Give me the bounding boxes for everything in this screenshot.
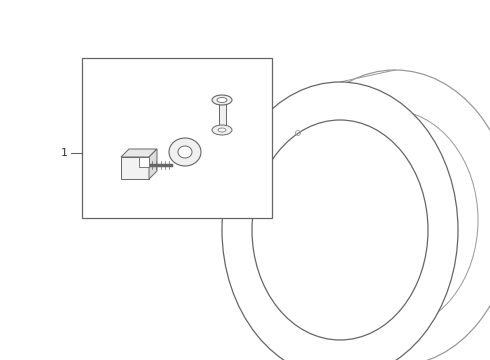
Ellipse shape xyxy=(217,98,227,103)
Ellipse shape xyxy=(169,138,201,166)
Bar xyxy=(121,157,149,179)
Bar xyxy=(219,100,225,130)
Ellipse shape xyxy=(222,82,458,360)
Bar xyxy=(82,58,272,218)
Text: 1: 1 xyxy=(61,148,68,158)
Polygon shape xyxy=(149,149,157,179)
Ellipse shape xyxy=(212,125,232,135)
Polygon shape xyxy=(121,149,157,157)
Ellipse shape xyxy=(218,128,226,132)
Ellipse shape xyxy=(178,146,192,158)
Ellipse shape xyxy=(212,95,232,105)
Ellipse shape xyxy=(252,120,428,340)
Bar xyxy=(139,157,149,167)
